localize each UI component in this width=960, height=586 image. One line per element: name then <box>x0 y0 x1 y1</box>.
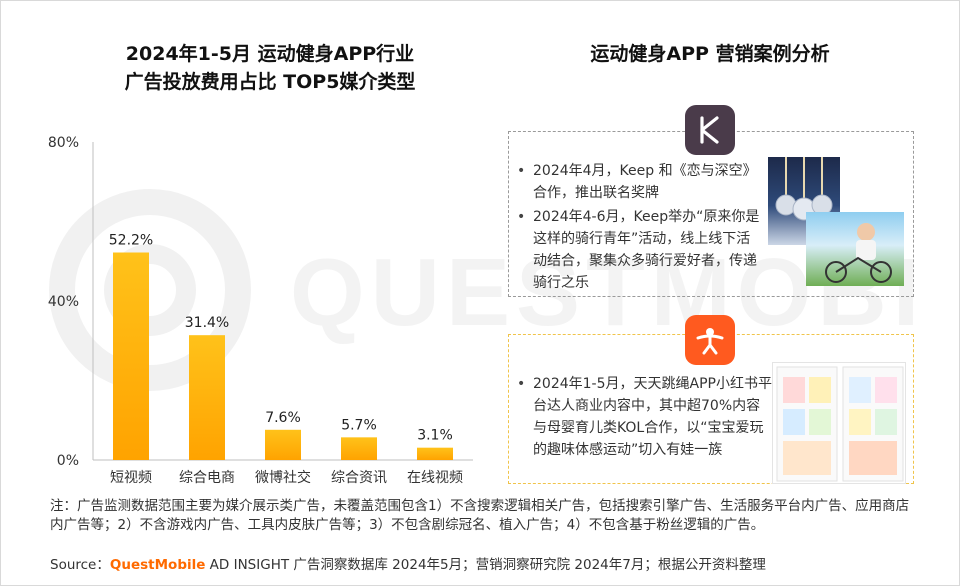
ttt-bullet-list: 2024年1-5月，天天跳绳APP小红书平台达人商业内容中，其中超70%内容与母… <box>517 373 773 463</box>
keep-medal-image <box>768 157 840 245</box>
bar-value-label: 3.1% <box>417 428 453 444</box>
bar <box>417 447 453 460</box>
keep-case-card: 2024年4月，Keep 和《恋与深空》合作，推出联名奖牌 2024年4-6月，… <box>508 131 914 297</box>
keep-bullet-list: 2024年4月，Keep 和《恋与深空》合作，推出联名奖牌 2024年4-6月，… <box>517 160 763 296</box>
footnote: 注：广告监测数据范围主要为媒介展示类广告，未覆盖范围包含1）不含搜索逻辑相关广告… <box>50 498 910 533</box>
bar <box>265 429 301 460</box>
x-tick-label: 在线视频 <box>407 470 463 486</box>
keep-k-icon <box>700 116 719 144</box>
x-tick-label: 综合资讯 <box>331 470 387 486</box>
y-tick-label: 40% <box>48 294 79 310</box>
bar <box>189 335 225 460</box>
source-prefix: Source： <box>50 557 110 573</box>
chart-title-line2: 广告投放费用占比 TOP5媒介类型 <box>124 71 416 93</box>
y-tick-label: 80% <box>48 135 79 151</box>
chart-title: 2024年1-5月 运动健身APP行业 广告投放费用占比 TOP5媒介类型 <box>60 40 480 96</box>
case-analysis-title: 运动健身APP 营销案例分析 <box>590 43 830 65</box>
x-tick-label: 微博社交 <box>255 469 311 486</box>
bar-value-label: 52.2% <box>109 233 153 249</box>
bar-chart: 0% 40% 80% 52.2% 短视频 31.4% 综合电商 7.6% 微博社交 5.7% 综合资… <box>48 135 473 486</box>
y-tick-label: 0% <box>57 453 79 469</box>
keep-cycling-image <box>806 212 904 286</box>
ttt-bullet-1: 2024年1-5月，天天跳绳APP小红书平台达人商业内容中，其中超70%内容与母… <box>517 373 773 461</box>
source-rest: AD INSIGHT 广告洞察数据库 2024年5月；营销洞察研究院 2024年… <box>205 557 766 573</box>
x-tick-label: 短视频 <box>110 470 152 486</box>
jump-rope-person-icon <box>696 328 724 355</box>
keep-bullet-2: 2024年4-6月，Keep举办“原来你是这样的骑行青年”活动，线上线下活动结合… <box>517 206 763 294</box>
bar <box>113 252 149 460</box>
bar <box>341 437 377 460</box>
source-brand: QuestMobile <box>109 557 206 573</box>
keep-bullet-1: 2024年4月，Keep 和《恋与深空》合作，推出联名奖牌 <box>517 160 763 204</box>
bar-value-label: 7.6% <box>265 410 301 426</box>
keep-logo-icon <box>685 105 735 155</box>
tiantiantiaosheng-app-screens-image <box>772 362 906 484</box>
x-tick-label: 综合电商 <box>179 470 235 486</box>
tiantiantiaosheng-logo-icon <box>685 315 735 365</box>
bar-value-label: 31.4% <box>185 315 229 331</box>
bar-value-label: 5.7% <box>341 417 377 433</box>
chart-title-line1: 2024年1-5月 运动健身APP行业 <box>125 43 415 65</box>
source-line: Source：QuestMobile AD INSIGHT 广告洞察数据库 20… <box>50 555 920 575</box>
